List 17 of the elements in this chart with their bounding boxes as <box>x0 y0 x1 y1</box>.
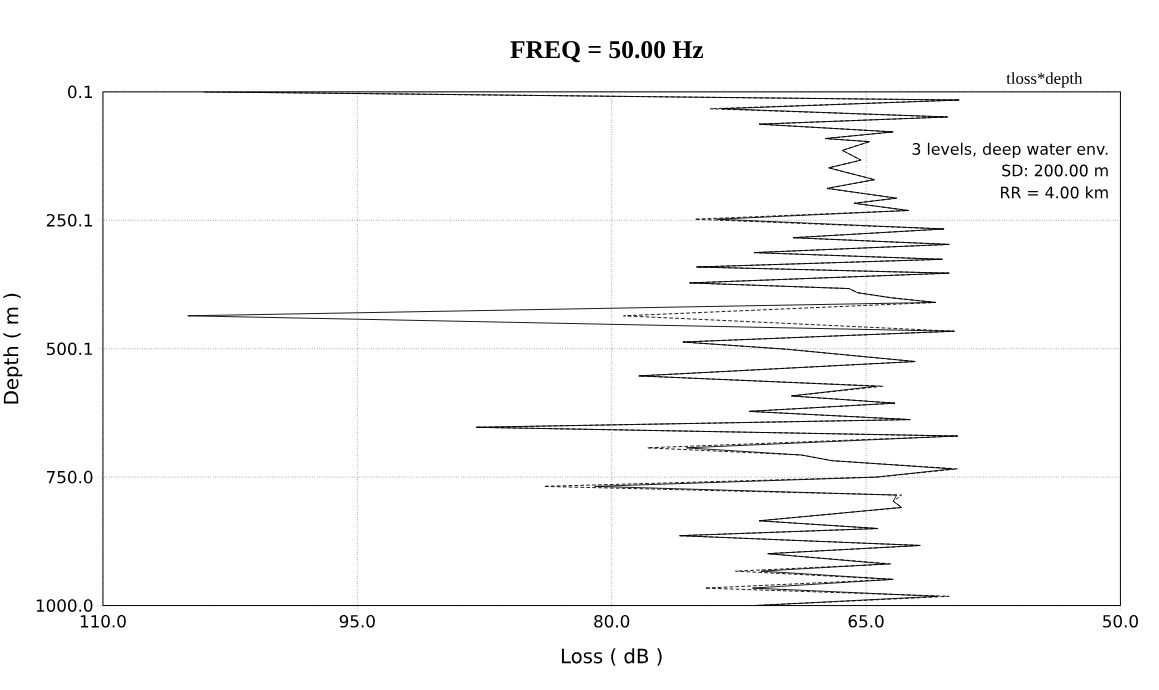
annotation: RR = 4.00 km <box>1001 186 1108 199</box>
annotation: SD: 200.00 m <box>1002 164 1108 177</box>
x-tick-label: 95.0 <box>339 615 375 628</box>
chart-title: FREQ = 50.00 Hz <box>510 41 704 63</box>
x-axis-title: Loss ( dB ) <box>561 648 662 666</box>
x-tick-label: 65.0 <box>848 615 884 628</box>
y-tick-label: 1000.0 <box>36 599 93 613</box>
y-axis-title: Depth ( m ) <box>3 294 23 404</box>
text: tloss*depth <box>1006 72 1083 88</box>
annotation: 3 levels, deep water env. <box>912 142 1108 159</box>
y-tick-label: 750.0 <box>47 471 93 484</box>
x-tick-label: 50.0 <box>1103 615 1138 628</box>
y-tick-label: 250.1 <box>46 214 92 227</box>
x-tick-label: 80.0 <box>594 615 630 628</box>
y-tick-label: 0.1 <box>68 85 93 99</box>
y-tick-label: 500.1 <box>46 342 92 356</box>
x-tick-label: 110.0 <box>80 615 126 628</box>
